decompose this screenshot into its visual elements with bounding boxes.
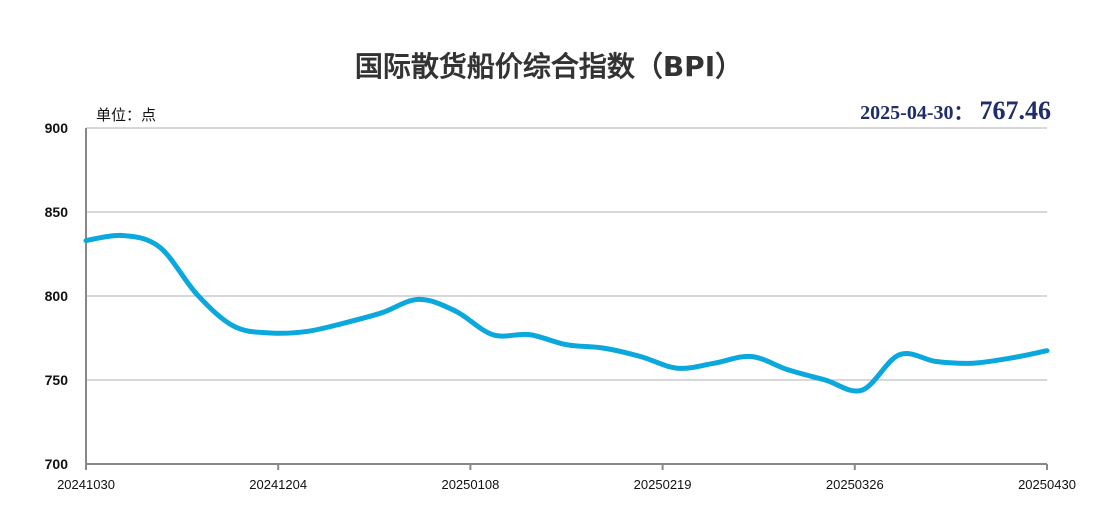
data-point-2025-02-12	[640, 356, 641, 357]
data-point-2024-11-06	[122, 235, 123, 236]
latest-date: 2025-04-30	[860, 102, 953, 124]
data-point-2024-10-30	[86, 240, 87, 241]
data-point-2025-03-05	[751, 356, 752, 357]
y-tick-label-850: 850	[45, 204, 69, 220]
data-point-2024-11-13	[159, 247, 160, 248]
latest-separator: ：	[954, 102, 974, 124]
series-line-0	[83, 232, 1050, 394]
data-point-2025-04-02	[899, 354, 900, 355]
latest-value: 767.46	[980, 96, 1052, 125]
data-point-2024-11-27	[233, 326, 234, 327]
y-tick-label-800: 800	[45, 288, 69, 304]
y-tick-label-700: 700	[45, 456, 69, 472]
data-point-2024-12-25	[381, 312, 382, 313]
data-point-2025-02-19	[677, 368, 678, 369]
x-tick-label-20250219: 20250219	[634, 477, 692, 492]
data-point-2025-03-12	[788, 369, 789, 370]
data-point-2025-04-09	[936, 361, 937, 362]
data-point-2024-11-20	[196, 294, 197, 295]
data-point-2025-02-05	[603, 348, 604, 349]
data-point-2025-04-23	[1010, 358, 1011, 359]
data-point-2024-12-18	[344, 322, 345, 323]
data-point-2025-04-16	[973, 363, 974, 364]
axes	[85, 128, 1047, 465]
latest-value-readout: 2025-04-30： 767.46	[860, 96, 1051, 125]
data-point-2025-03-19	[825, 380, 826, 381]
data-point-2024-12-11	[307, 331, 308, 332]
y-axis-ticks: 700 750 800 850 900	[45, 120, 69, 472]
data-point-2024-12-04	[270, 332, 271, 333]
data-point-2025-02-26	[714, 363, 715, 364]
data-point-2025-01-29	[566, 344, 567, 345]
chart-title: 国际散货船价综合指数（BPI）	[355, 50, 743, 83]
series-group	[83, 232, 1050, 394]
data-point-2025-01-15	[492, 334, 493, 335]
y-tick-label-900: 900	[45, 120, 69, 136]
y-tick-label-750: 750	[45, 372, 69, 388]
unit-label: 单位：点	[96, 106, 156, 124]
x-axis-ticks: 20241030 20241204 20250108 20250219 20250326…	[57, 464, 1076, 492]
data-point-2025-03-26	[862, 390, 863, 391]
grid-lines	[86, 127, 1047, 381]
x-tick-label-20250430: 20250430	[1018, 477, 1076, 492]
x-tick-label-20241204: 20241204	[249, 477, 307, 492]
data-point-2025-01-22	[529, 334, 530, 335]
data-point-2025-04-30	[1047, 350, 1048, 351]
data-point-2025-01-08	[455, 311, 456, 312]
x-tick-label-20250108: 20250108	[441, 477, 499, 492]
data-point-2025-01-01	[418, 299, 419, 300]
x-tick-label-20250326: 20250326	[826, 477, 884, 492]
x-tick-label-20241030: 20241030	[57, 477, 115, 492]
